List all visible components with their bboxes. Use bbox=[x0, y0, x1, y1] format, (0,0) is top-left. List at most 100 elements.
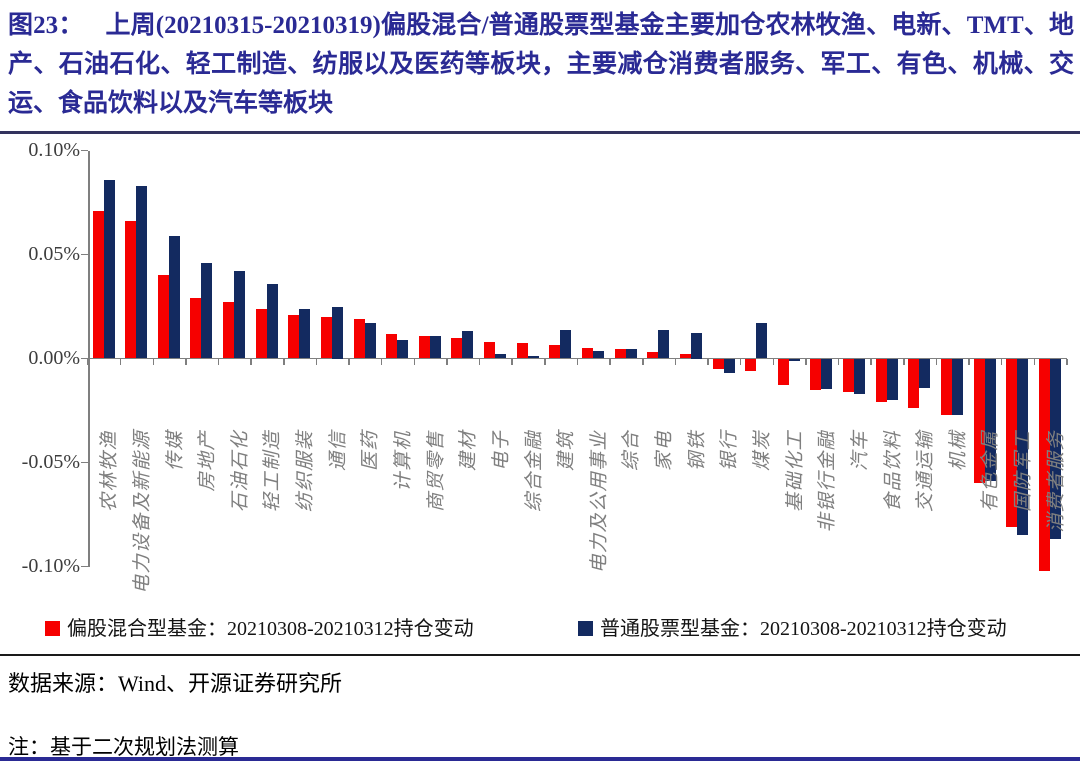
category-label-text: 食品饮料 bbox=[882, 430, 904, 513]
x-axis-tick bbox=[935, 358, 938, 365]
category-label-text: 建筑 bbox=[556, 430, 578, 472]
category-label: 钢铁 bbox=[682, 430, 708, 471]
bar-hybrid-fund bbox=[810, 358, 822, 390]
chart-legend: 偏股混合型基金：20210308-20210312持仓变动 普通股票型基金：202… bbox=[0, 615, 1080, 643]
bar-hybrid-fund bbox=[484, 341, 496, 359]
bar-hybrid-fund bbox=[255, 308, 267, 359]
category-label-text: 建材 bbox=[458, 430, 480, 472]
category-label: 通信 bbox=[323, 430, 349, 471]
x-axis-tick bbox=[119, 358, 122, 365]
category-label: 综合 bbox=[616, 430, 642, 471]
category-label-text: 机械 bbox=[947, 430, 969, 472]
bar-hybrid-fund bbox=[516, 342, 528, 359]
bar-hybrid-fund bbox=[614, 349, 626, 359]
category-label-text: 家电 bbox=[654, 430, 676, 472]
bar-hybrid-fund bbox=[223, 302, 235, 359]
x-axis-tick bbox=[837, 358, 840, 365]
x-axis-tick bbox=[1033, 358, 1036, 365]
x-axis-tick bbox=[446, 358, 448, 365]
bar-hybrid-fund bbox=[582, 348, 593, 359]
bar-equity-fund bbox=[593, 351, 604, 359]
y-tick-label: 0.00% bbox=[28, 346, 80, 369]
bar-equity-fund bbox=[788, 358, 800, 361]
bar-equity-fund bbox=[658, 330, 670, 359]
category-label-text: 基础化工 bbox=[784, 430, 806, 513]
bar-hybrid-fund bbox=[679, 354, 691, 359]
bar-equity-fund bbox=[854, 358, 866, 394]
category-label-text: 计算机 bbox=[393, 430, 415, 492]
x-axis-tick bbox=[576, 358, 579, 365]
x-axis-tick bbox=[87, 358, 89, 365]
figure-title: 图23： 上周(20210315-20210319)偏股混合/普通股票型基金主要加… bbox=[8, 6, 1074, 123]
category-label-text: 国防军工 bbox=[1013, 430, 1035, 513]
legend-label: 普通股票型基金：20210308-20210312持仓变动 bbox=[600, 618, 1007, 640]
y-axis-tick bbox=[81, 149, 88, 152]
x-axis-tick bbox=[217, 358, 220, 365]
category-label: 食品饮料 bbox=[878, 430, 904, 512]
x-axis-tick bbox=[903, 358, 905, 365]
category-label-text: 纺织服装 bbox=[295, 430, 317, 513]
bar-hybrid-fund bbox=[125, 221, 137, 359]
bar-equity-fund bbox=[136, 185, 148, 359]
x-axis-tick bbox=[315, 358, 318, 365]
category-label-text: 非银行金融 bbox=[817, 430, 839, 533]
y-tick-label: 0.05% bbox=[28, 242, 80, 265]
figure-number: 图23： bbox=[8, 12, 84, 39]
category-label: 交通运输 bbox=[910, 430, 936, 512]
y-tick-label: -0.10% bbox=[21, 554, 80, 577]
bar-hybrid-fund bbox=[157, 275, 169, 359]
legend-swatch-icon bbox=[45, 621, 60, 636]
category-label: 房地产 bbox=[192, 430, 218, 492]
x-axis-tick bbox=[870, 358, 872, 365]
bar-hybrid-fund bbox=[1038, 358, 1050, 571]
bar-hybrid-fund bbox=[288, 314, 300, 359]
category-label: 纺织服装 bbox=[290, 430, 316, 512]
x-axis-tick bbox=[380, 358, 383, 365]
bar-hybrid-fund bbox=[353, 318, 365, 359]
bar-hybrid-fund bbox=[451, 337, 463, 359]
bar-hybrid-fund bbox=[647, 352, 659, 359]
bar-equity-fund bbox=[984, 358, 996, 482]
bar-hybrid-fund bbox=[418, 335, 430, 359]
category-label: 非银行金融 bbox=[812, 430, 838, 533]
x-axis-tick bbox=[478, 358, 481, 365]
footer-separator bbox=[0, 654, 1080, 656]
category-label-text: 煤炭 bbox=[751, 430, 773, 472]
category-label: 家电 bbox=[649, 430, 675, 471]
category-label-text: 轻工制造 bbox=[262, 430, 284, 513]
y-axis-tick bbox=[81, 357, 88, 360]
category-label: 建筑 bbox=[551, 430, 577, 471]
bar-hybrid-fund bbox=[843, 358, 855, 392]
bar-equity-fund bbox=[397, 339, 409, 359]
bar-equity-fund bbox=[103, 179, 115, 359]
category-label: 汽车 bbox=[845, 430, 871, 471]
bar-equity-fund bbox=[299, 308, 311, 359]
category-label-text: 商贸零售 bbox=[425, 430, 447, 513]
x-axis-tick bbox=[968, 358, 970, 365]
bar-hybrid-fund bbox=[1006, 358, 1018, 527]
category-label-text: 汽车 bbox=[849, 430, 871, 472]
bar-hybrid-fund bbox=[875, 358, 887, 403]
category-label: 消费者服务 bbox=[1041, 430, 1067, 533]
bar-equity-fund bbox=[951, 358, 963, 415]
category-label: 有色金属 bbox=[975, 430, 1001, 512]
y-tick-label: 0.10% bbox=[28, 138, 80, 161]
x-axis-tick bbox=[674, 358, 677, 365]
category-label-text: 钢铁 bbox=[686, 430, 708, 472]
bar-equity-fund bbox=[331, 306, 343, 359]
bottom-border bbox=[0, 757, 1080, 761]
title-separator bbox=[0, 131, 1080, 134]
category-label: 机械 bbox=[943, 430, 969, 471]
category-label-text: 电力及公用事业 bbox=[588, 430, 610, 574]
figure-title-text: 上周(20210315-20210319)偏股混合/普通股票型基金主要加仓农林牧… bbox=[8, 12, 1074, 117]
bar-hybrid-fund bbox=[92, 210, 104, 359]
bar-hybrid-fund bbox=[908, 358, 920, 409]
bar-equity-fund bbox=[364, 323, 376, 359]
category-label: 国防军工 bbox=[1008, 430, 1034, 512]
x-axis-tick bbox=[348, 358, 350, 365]
category-label: 计算机 bbox=[388, 430, 414, 492]
category-label-text: 传媒 bbox=[164, 430, 186, 472]
legend-swatch-icon bbox=[578, 621, 593, 636]
bar-equity-fund bbox=[462, 331, 474, 359]
